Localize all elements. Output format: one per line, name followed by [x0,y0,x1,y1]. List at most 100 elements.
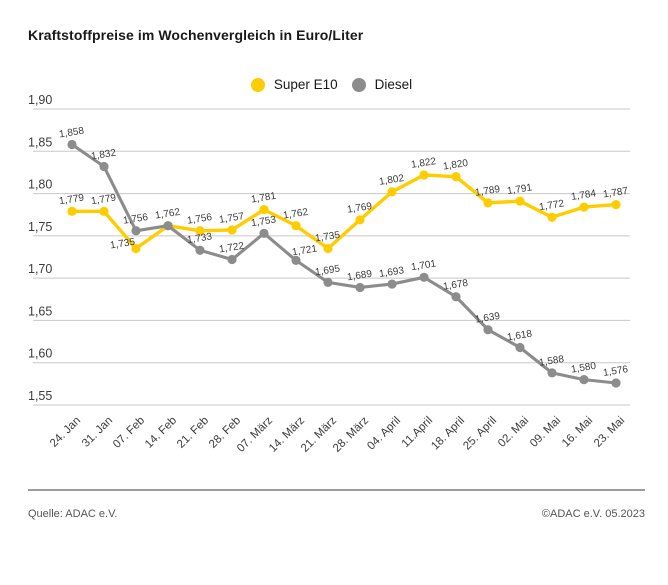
data-label-super-e10: 1,781 [250,191,277,206]
data-label-super-e10: 1,787 [602,186,629,201]
x-tick-label: 31. Jan [80,415,115,450]
data-label-super-e10: 1,822 [410,156,437,171]
data-point-diesel [451,292,461,302]
data-label-diesel: 1,580 [570,361,597,376]
data-point-super-e10 [611,199,621,210]
footer-divider [28,489,645,491]
data-point-super-e10 [259,205,269,215]
data-point-diesel [131,226,141,236]
data-label-diesel: 1,762 [154,207,181,222]
data-point-diesel [547,368,557,378]
y-tick-label: 1,60 [28,347,52,361]
data-point-super-e10 [99,206,109,216]
data-point-diesel [611,378,621,388]
y-tick-label: 1,70 [28,262,52,276]
data-label-diesel: 1,695 [314,263,341,278]
x-tick-label: 16. Mai [560,415,595,450]
data-label-diesel: 1,858 [58,126,85,141]
data-label-diesel: 1,693 [378,265,405,280]
data-point-super-e10 [547,212,557,222]
data-point-super-e10 [131,243,141,254]
data-label-diesel: 1,588 [538,354,565,369]
data-point-diesel [67,139,77,150]
data-point-super-e10 [419,170,429,180]
x-tick-label: 04. April [365,415,403,453]
source-note: Quelle: ADAC e.V. [28,508,118,520]
data-point-diesel [419,272,429,282]
data-label-diesel: 1,701 [410,258,437,273]
data-label-diesel: 1,689 [346,269,373,284]
data-point-diesel [259,228,269,238]
x-tick-label: 09. Mai [528,415,563,450]
data-point-diesel [579,375,589,385]
diesel-dot-icon [351,77,366,92]
data-label-diesel: 1,618 [506,329,533,344]
data-label-super-e10: 1,779 [58,192,85,207]
data-point-diesel [99,161,109,172]
data-point-diesel [163,221,173,231]
series-line-super-e10 [70,173,618,251]
data-point-diesel [355,282,365,293]
legend-item-super-e10: Super E10 [250,77,338,92]
data-label-super-e10: 1,735 [314,230,341,245]
data-point-super-e10 [227,225,237,235]
data-label-super-e10: 1,820 [442,158,469,173]
legend-label-super-e10: Super E10 [273,77,338,92]
data-label-super-e10: 1,779 [90,192,117,207]
y-tick-label: 1,90 [28,93,52,107]
super-e10-dot-icon [250,77,265,92]
data-point-super-e10 [291,221,301,231]
x-tick-label: 18. April [429,415,467,453]
y-tick-label: 1,85 [28,135,52,149]
x-tick-label: 24. Jan [48,415,83,450]
data-label-super-e10: 1,762 [282,207,309,222]
data-label-diesel: 1,639 [474,311,501,326]
data-point-super-e10 [355,215,365,225]
data-point-super-e10 [195,226,205,236]
data-label-super-e10: 1,772 [538,198,565,213]
data-label-diesel: 1,722 [218,241,245,256]
data-point-diesel [323,277,333,287]
data-label-diesel: 1,721 [291,243,318,258]
data-label-super-e10: 1,757 [218,211,245,226]
data-point-diesel [195,245,205,255]
data-label-super-e10: 1,784 [570,188,597,203]
chart-legend: Super E10 Diesel [33,77,630,92]
data-point-diesel [291,255,301,265]
data-label-super-e10: 1,789 [474,184,501,199]
chart-title: Kraftstoffpreise im Wochenvergleich in E… [28,27,364,43]
x-tick-label: 25. April [461,415,499,453]
data-point-super-e10 [515,196,525,206]
data-point-diesel [387,279,397,289]
data-point-super-e10 [323,243,333,254]
y-tick-label: 1,75 [28,220,52,234]
data-point-diesel [227,254,237,265]
data-point-diesel [515,342,525,353]
x-tick-label: 07. Feb [111,415,147,451]
data-label-diesel: 1,832 [90,148,117,163]
y-tick-label: 1,55 [28,389,52,403]
x-tick-label: 02. Mai [496,415,531,450]
data-label-super-e10: 1,802 [378,173,405,188]
y-tick-label: 1,80 [28,178,52,192]
data-label-diesel: 1,753 [250,214,277,229]
data-point-super-e10 [451,172,461,182]
data-point-diesel [483,325,493,335]
data-point-super-e10 [579,202,589,212]
x-tick-label: 23. Mai [592,415,627,450]
y-tick-label: 1,65 [28,304,52,318]
data-label-diesel: 1,756 [122,212,149,227]
x-tick-label: 21. Feb [175,415,211,451]
data-point-super-e10 [67,206,77,216]
data-point-super-e10 [483,198,493,208]
legend-item-diesel: Diesel [351,77,412,92]
data-label-super-e10: 1,791 [506,182,533,197]
data-point-super-e10 [387,187,397,197]
x-tick-label: 14. Feb [143,415,179,451]
copyright-note: ©ADAC e.V. 05.2023 [541,508,645,520]
data-label-super-e10: 1,769 [346,201,373,216]
series-line-diesel [70,142,618,385]
data-label-super-e10: 1,756 [186,212,213,227]
